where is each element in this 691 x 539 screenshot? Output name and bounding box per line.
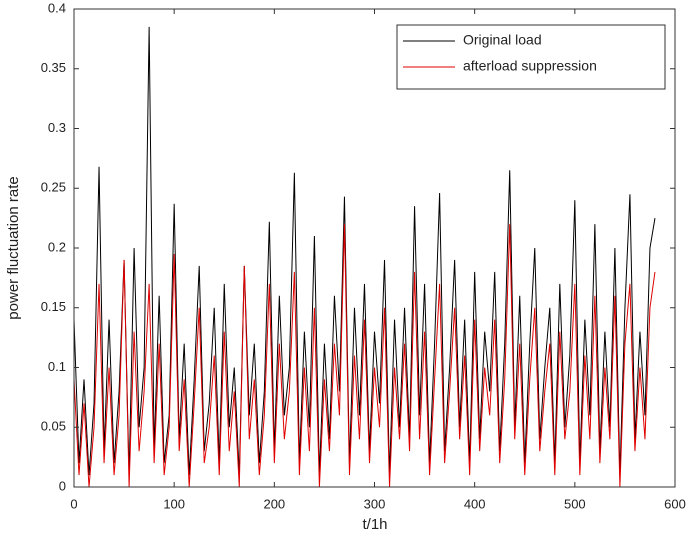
- y-axis-label: power fluctuation rate: [5, 176, 22, 319]
- y-tick-label: 0.15: [41, 299, 66, 314]
- x-tick-label: 100: [163, 496, 185, 511]
- x-axis-label: t/1h: [362, 516, 387, 533]
- y-tick-label: 0.05: [41, 419, 66, 434]
- y-tick-label: 0.3: [48, 120, 66, 135]
- legend-label: Original load: [463, 32, 542, 48]
- legend-box: [396, 24, 666, 90]
- y-tick-label: 0.2: [48, 239, 66, 254]
- series-line: [73, 26, 656, 476]
- legend-label: afterload suppression: [463, 58, 597, 74]
- series-line: [73, 224, 656, 488]
- x-tick-label: 400: [464, 496, 486, 511]
- x-tick-label: 500: [564, 496, 586, 511]
- x-tick-label: 600: [664, 496, 686, 511]
- y-tick-label: 0.1: [48, 359, 66, 374]
- x-tick-label: 200: [263, 496, 285, 511]
- x-tick-label: 0: [70, 496, 77, 511]
- y-tick-label: 0.25: [41, 180, 66, 195]
- x-tick-label: 300: [364, 496, 386, 511]
- y-tick-label: 0: [59, 478, 66, 493]
- y-tick-label: 0.35: [41, 60, 66, 75]
- legend: Original load afterload suppression: [396, 24, 666, 90]
- y-tick-label: 0.4: [48, 0, 66, 15]
